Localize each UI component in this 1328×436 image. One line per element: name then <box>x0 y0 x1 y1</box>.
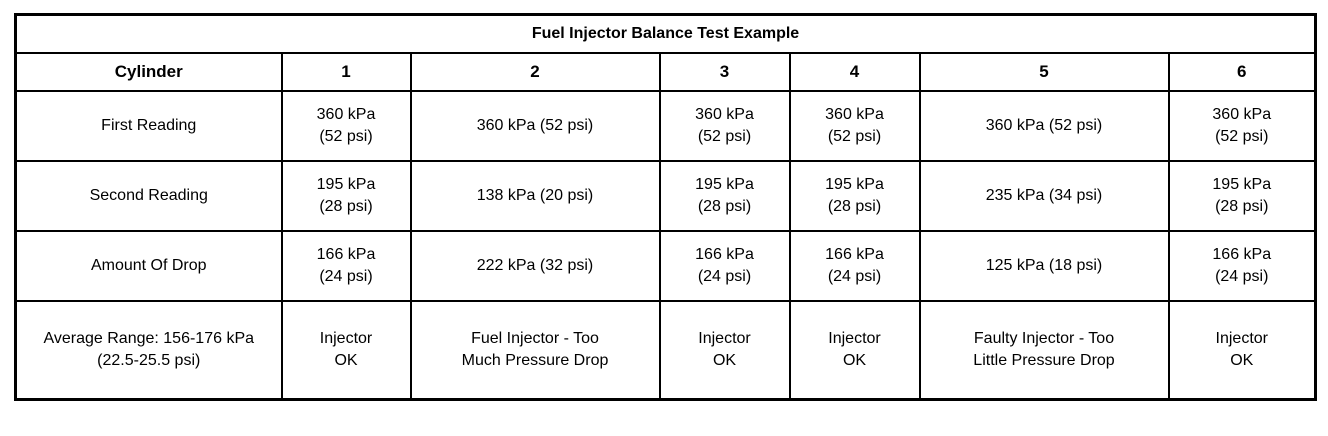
title-row: Fuel Injector Balance Test Example <box>14 13 1317 54</box>
table-cell: 360 kPa (52 psi) <box>788 90 921 162</box>
column-header-cylinder: Cylinder <box>14 52 283 92</box>
row-amount-of-drop: Amount Of Drop 166 kPa (24 psi) 222 kPa … <box>14 230 1317 302</box>
column-header-3: 3 <box>658 52 791 92</box>
row-label-first-reading: First Reading <box>14 90 283 162</box>
table-cell: 166 kPa (24 psi) <box>658 230 791 302</box>
table-cell: 360 kPa (52 psi) <box>918 90 1170 162</box>
row-label-average-range: Average Range: 156-176 kPa (22.5-25.5 ps… <box>14 300 283 401</box>
column-header-5: 5 <box>918 52 1170 92</box>
table-cell: 360 kPa (52 psi) <box>409 90 661 162</box>
table-cell: 138 kPa (20 psi) <box>409 160 661 232</box>
table-cell: Injector OK <box>658 300 791 401</box>
table-cell: 235 kPa (34 psi) <box>918 160 1170 232</box>
row-first-reading: First Reading 360 kPa (52 psi) 360 kPa (… <box>14 90 1317 162</box>
table-cell: 125 kPa (18 psi) <box>918 230 1170 302</box>
table-cell: Injector OK <box>788 300 921 401</box>
table-cell: Faulty Injector - Too Little Pressure Dr… <box>918 300 1170 401</box>
row-second-reading: Second Reading 195 kPa (28 psi) 138 kPa … <box>14 160 1317 232</box>
table-title: Fuel Injector Balance Test Example <box>14 13 1317 54</box>
table-cell: 195 kPa (28 psi) <box>788 160 921 232</box>
page: Fuel Injector Balance Test Example Cylin… <box>14 13 1318 401</box>
table-cell: Injector OK <box>280 300 412 401</box>
table-cell: 360 kPa (52 psi) <box>280 90 412 162</box>
table-cell: Fuel Injector - Too Much Pressure Drop <box>409 300 661 401</box>
table-cell: 166 kPa (24 psi) <box>788 230 921 302</box>
row-label-second-reading: Second Reading <box>14 160 283 232</box>
table-cell: 360 kPa (52 psi) <box>658 90 791 162</box>
table-cell: 360 kPa (52 psi) <box>1167 90 1317 162</box>
column-header-4: 4 <box>788 52 921 92</box>
table-cell: 195 kPa (28 psi) <box>658 160 791 232</box>
column-header-6: 6 <box>1167 52 1317 92</box>
table-cell: 166 kPa (24 psi) <box>1167 230 1317 302</box>
table-cell: 195 kPa (28 psi) <box>1167 160 1317 232</box>
column-header-1: 1 <box>280 52 412 92</box>
table-cell: 166 kPa (24 psi) <box>280 230 412 302</box>
fuel-injector-balance-table: Fuel Injector Balance Test Example Cylin… <box>14 13 1318 401</box>
row-label-amount-of-drop: Amount Of Drop <box>14 230 283 302</box>
table-cell: 195 kPa (28 psi) <box>280 160 412 232</box>
column-header-2: 2 <box>409 52 661 92</box>
header-row: Cylinder 1 2 3 4 5 6 <box>14 52 1317 92</box>
row-average-range-results: Average Range: 156-176 kPa (22.5-25.5 ps… <box>14 300 1317 401</box>
table-cell: Injector OK <box>1167 300 1317 401</box>
table-cell: 222 kPa (32 psi) <box>409 230 661 302</box>
